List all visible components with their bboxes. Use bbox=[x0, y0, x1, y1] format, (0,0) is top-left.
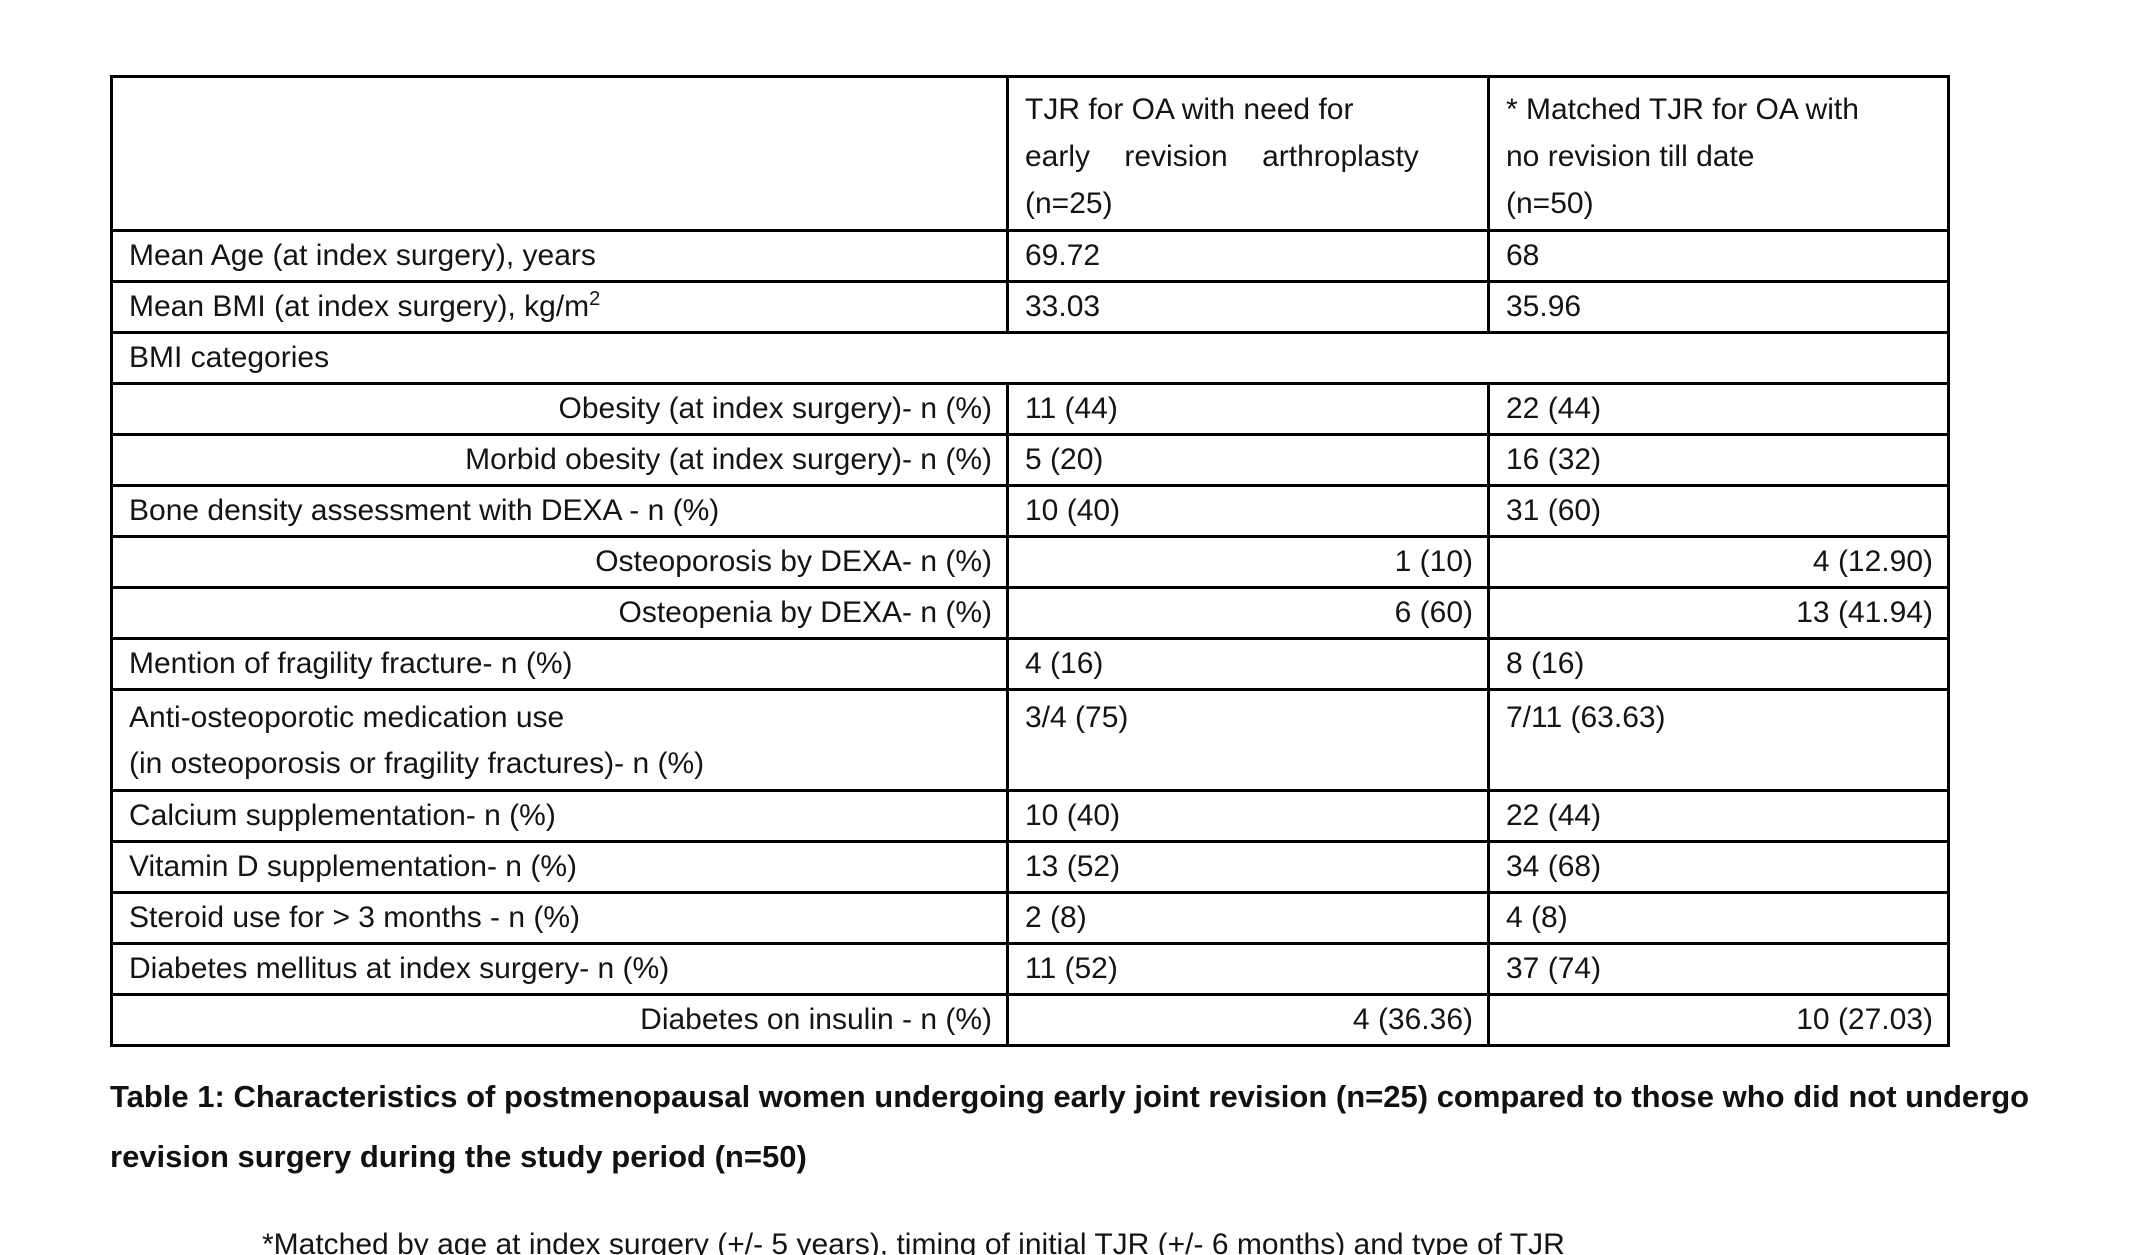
value-cell-group1: 33.03 bbox=[1006, 280, 1490, 334]
value-cell-group2: 68 bbox=[1487, 229, 1950, 283]
characteristics-table: TJR for OA with need for early revision … bbox=[110, 75, 1950, 1047]
label-cell: Calcium supplementation- n (%) bbox=[110, 789, 1009, 843]
label-cell: Diabetes on insulin - n (%) bbox=[110, 993, 1009, 1047]
label-cell: Mean BMI (at index surgery), kg/m2 bbox=[110, 280, 1009, 334]
label-cell: Osteopenia by DEXA- n (%) bbox=[110, 586, 1009, 640]
value-cell-group2: 8 (16) bbox=[1487, 637, 1950, 691]
label-cell: Bone density assessment with DEXA - n (%… bbox=[110, 484, 1009, 538]
value-cell-group1: 1 (10) bbox=[1006, 535, 1490, 589]
value-cell-group1: 13 (52) bbox=[1006, 840, 1490, 894]
caption-line1: Table 1: Characteristics of postmenopaus… bbox=[110, 1079, 2030, 1114]
footnote: *Matched by age at index surgery (+/- 5 … bbox=[262, 1228, 1565, 1255]
value-cell-group1: 10 (40) bbox=[1006, 789, 1490, 843]
table-block: TJR for OA with need for early revision … bbox=[110, 75, 2080, 1255]
value-cell-group2: 37 (74) bbox=[1487, 942, 1950, 996]
value-cell-group1: 3/4 (75) bbox=[1006, 688, 1490, 792]
label-cell: Osteoporosis by DEXA- n (%) bbox=[110, 535, 1009, 589]
table-row-mean-age: Mean Age (at index surgery), years 69.72… bbox=[110, 229, 1950, 283]
header-group2-line1: * Matched TJR for OA with bbox=[1506, 93, 1859, 126]
header-group2-cell: * Matched TJR for OA with no revision ti… bbox=[1487, 75, 1950, 232]
table-row-bone-density: Bone density assessment with DEXA - n (%… bbox=[110, 484, 1950, 538]
table-row-bmi-categories: BMI categories bbox=[110, 331, 1950, 385]
value-cell-group2: 22 (44) bbox=[1487, 382, 1950, 436]
value-cell-group2: 22 (44) bbox=[1487, 789, 1950, 843]
table-row-calcium: Calcium supplementation- n (%) 10 (40) 2… bbox=[110, 789, 1950, 843]
table-caption: Table 1: Characteristics of postmenopaus… bbox=[110, 1067, 2040, 1187]
table-row-diabetes-insulin: Diabetes on insulin - n (%) 4 (36.36) 10… bbox=[110, 993, 1950, 1047]
value-cell-group2: 31 (60) bbox=[1487, 484, 1950, 538]
header-group2-line2: no revision till date bbox=[1506, 140, 1755, 173]
superscript: 2 bbox=[589, 288, 601, 310]
value-cell-group2: 35.96 bbox=[1487, 280, 1950, 334]
table-row-steroid-use: Steroid use for > 3 months - n (%) 2 (8)… bbox=[110, 891, 1950, 945]
table-row-vitamin-d: Vitamin D supplementation- n (%) 13 (52)… bbox=[110, 840, 1950, 894]
value-cell-group2: 13 (41.94) bbox=[1487, 586, 1950, 640]
value-cell-group2: 10 (27.03) bbox=[1487, 993, 1950, 1047]
value-cell-group2: 7/11 (63.63) bbox=[1487, 688, 1950, 792]
label-cell: Obesity (at index surgery)- n (%) bbox=[110, 382, 1009, 436]
label-cell: Steroid use for > 3 months - n (%) bbox=[110, 891, 1009, 945]
header-group1-line1: TJR for OA with need for bbox=[1025, 93, 1354, 126]
header-group2-line3: (n=50) bbox=[1506, 187, 1594, 220]
label-cell: Anti-osteoporotic medication use (in ost… bbox=[110, 688, 1009, 792]
value-cell-group1: 69.72 bbox=[1006, 229, 1490, 283]
label-text: Mean BMI (at index surgery), kg/m bbox=[129, 290, 590, 323]
header-group1-line3: (n=25) bbox=[1025, 187, 1113, 220]
table-row-obesity: Obesity (at index surgery)- n (%) 11 (44… bbox=[110, 382, 1950, 436]
table-row-osteopenia: Osteopenia by DEXA- n (%) 6 (60) 13 (41.… bbox=[110, 586, 1950, 640]
table-row-osteoporosis: Osteoporosis by DEXA- n (%) 1 (10) 4 (12… bbox=[110, 535, 1950, 589]
value-cell-group2: 4 (8) bbox=[1487, 891, 1950, 945]
value-cell-group2: 4 (12.90) bbox=[1487, 535, 1950, 589]
value-cell-group1: 10 (40) bbox=[1006, 484, 1490, 538]
table-row-diabetes-mellitus: Diabetes mellitus at index surgery- n (%… bbox=[110, 942, 1950, 996]
value-cell-group1: 5 (20) bbox=[1006, 433, 1490, 487]
label-cell: Diabetes mellitus at index surgery- n (%… bbox=[110, 942, 1009, 996]
table-row-fragility-fracture: Mention of fragility fracture- n (%) 4 (… bbox=[110, 637, 1950, 691]
value-cell-group1: 11 (52) bbox=[1006, 942, 1490, 996]
label-cell: Mention of fragility fracture- n (%) bbox=[110, 637, 1009, 691]
section-header-cell: BMI categories bbox=[110, 331, 1950, 385]
table-row-anti-osteoporotic: Anti-osteoporotic medication use (in ost… bbox=[110, 688, 1950, 792]
value-cell-group2: 34 (68) bbox=[1487, 840, 1950, 894]
caption-line2: revision surgery during the study period… bbox=[110, 1139, 807, 1174]
label-cell: Vitamin D supplementation- n (%) bbox=[110, 840, 1009, 894]
header-empty-cell bbox=[110, 75, 1009, 232]
header-group1-line2: early revision arthroplasty bbox=[1025, 140, 1419, 173]
table-row-morbid-obesity: Morbid obesity (at index surgery)- n (%)… bbox=[110, 433, 1950, 487]
header-group1-cell: TJR for OA with need for early revision … bbox=[1006, 75, 1490, 232]
value-cell-group1: 4 (16) bbox=[1006, 637, 1490, 691]
header-row: TJR for OA with need for early revision … bbox=[110, 75, 1950, 232]
label-line2: (in osteoporosis or fragility fractures)… bbox=[129, 747, 705, 780]
label-cell: Morbid obesity (at index surgery)- n (%) bbox=[110, 433, 1009, 487]
value-cell-group1: 4 (36.36) bbox=[1006, 993, 1490, 1047]
table-row-mean-bmi: Mean BMI (at index surgery), kg/m2 33.03… bbox=[110, 280, 1950, 334]
label-cell: Mean Age (at index surgery), years bbox=[110, 229, 1009, 283]
label-line1: Anti-osteoporotic medication use bbox=[129, 701, 565, 734]
value-cell-group1: 11 (44) bbox=[1006, 382, 1490, 436]
value-cell-group1: 2 (8) bbox=[1006, 891, 1490, 945]
value-cell-group1: 6 (60) bbox=[1006, 586, 1490, 640]
value-cell-group2: 16 (32) bbox=[1487, 433, 1950, 487]
